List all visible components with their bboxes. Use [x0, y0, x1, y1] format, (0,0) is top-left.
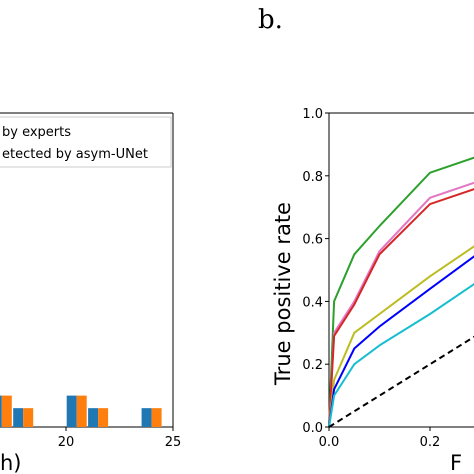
- bar-experts: [66, 395, 77, 427]
- legend-entry-experts: by experts: [2, 125, 71, 140]
- y-tick-label: 0.4: [302, 295, 323, 310]
- y-tick-label: 0.6: [302, 233, 323, 248]
- roc-curve: [328, 282, 474, 428]
- bar-experts: [141, 408, 152, 427]
- bar-asym-unet: [98, 408, 109, 427]
- roc-curve: [328, 181, 474, 428]
- bar-experts: [13, 408, 24, 427]
- bar-experts: [88, 408, 99, 427]
- roc-curve: [328, 255, 474, 428]
- legend-entry-asym-unet: etected by asym-UNet: [2, 147, 148, 162]
- y-tick-label: 1.0: [302, 107, 323, 122]
- y-tick-label: 0.2: [302, 358, 323, 373]
- y-tick-label: 0.8: [302, 170, 323, 185]
- left-legend: by experts etected by asym-UNet: [0, 116, 172, 168]
- bar-asym-unet: [151, 408, 162, 427]
- left-x-axis-label: h): [0, 451, 22, 474]
- x-tick-label: 25: [165, 435, 182, 450]
- bar-experts: [0, 395, 2, 427]
- right-x-axis-label: F: [450, 451, 462, 474]
- y-tick-label: 0.0: [302, 421, 323, 436]
- panel-label: b.: [258, 5, 283, 35]
- roc-chance-line: [328, 335, 474, 428]
- right-y-axis-label: True positive rate: [271, 202, 295, 386]
- bar-asym-unet: [76, 395, 87, 427]
- bar-asym-unet: [23, 408, 34, 427]
- legend-box: [0, 116, 172, 168]
- x-tick-label: 0.0: [319, 435, 340, 450]
- right-roc-chart: 0.0 0.2 0.4 0.6 0.8 1.0 0.0 0.2 True positive …: [271, 107, 474, 474]
- left-bar-chart: 20 25 h) by experts etected by asym-UNet: [0, 112, 182, 474]
- roc-curve: [328, 245, 474, 428]
- roc-curve: [328, 188, 474, 428]
- bar-asym-unet: [1, 395, 12, 427]
- roc-curve: [328, 156, 474, 428]
- x-tick-label: 0.2: [420, 435, 441, 450]
- x-tick-label: 20: [58, 435, 75, 450]
